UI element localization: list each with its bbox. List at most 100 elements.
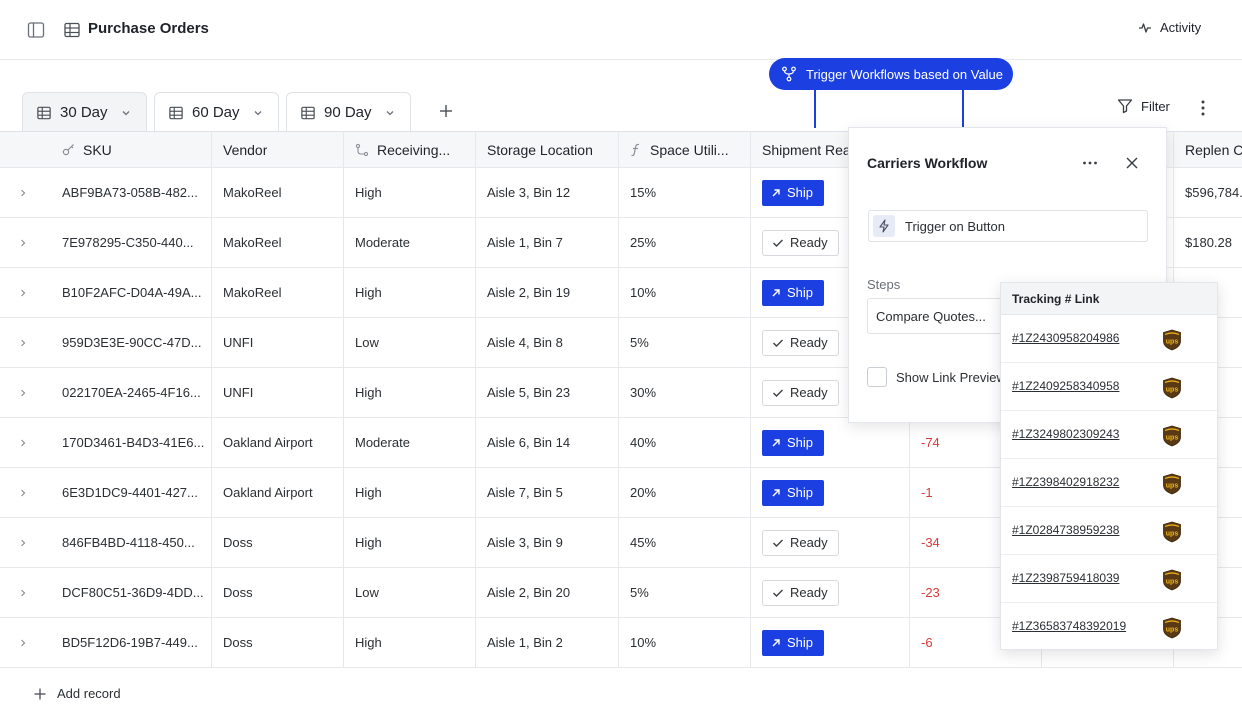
trigger-workflows-label: Trigger Workflows based on Value: [806, 66, 1004, 82]
ready-button[interactable]: Ready: [762, 229, 839, 256]
check-icon: [772, 588, 784, 598]
expand-row-icon[interactable]: [19, 268, 27, 317]
expand-row-icon[interactable]: [19, 568, 27, 617]
cell-shipment: Ship: [762, 268, 825, 317]
table-row[interactable]: 959D3E3E-90CC-47D... UNFI Low Aisle 4, Bin …: [0, 318, 1242, 368]
cell-storage: Aisle 1, Bin 2: [487, 635, 563, 650]
ship-button[interactable]: Ship: [762, 479, 825, 506]
chevron-down-icon: [386, 110, 393, 115]
column-header-replen[interactable]: Replen C: [1185, 132, 1242, 167]
cell-shipment: Ship: [762, 418, 825, 467]
cell-storage: Aisle 4, Bin 8: [487, 335, 563, 350]
ready-button[interactable]: Ready: [762, 379, 839, 406]
trigger-workflows-pill[interactable]: Trigger Workflows based on Value: [769, 58, 1013, 90]
key-icon: [62, 144, 74, 156]
arrow-up-right-icon: [771, 638, 781, 648]
column-divider: [211, 131, 212, 668]
sidebar-toggle-icon[interactable]: [27, 21, 45, 39]
cell-replen: $596,784.: [1185, 185, 1242, 200]
tracking-link[interactable]: #1Z3249802309243: [1012, 427, 1120, 441]
cell-vendor: MakoReel: [223, 185, 282, 200]
formula-icon: [631, 143, 640, 156]
tracking-row: #1Z3249802309243 ups: [1001, 411, 1217, 459]
table-icon: [37, 106, 51, 119]
show-link-preview-label: Show Link Preview: [896, 369, 1006, 385]
ups-icon: ups: [1162, 617, 1182, 644]
cell-receiving: High: [355, 385, 382, 400]
check-icon: [772, 238, 784, 248]
ready-label: Ready: [790, 385, 828, 400]
column-header-space[interactable]: Space Utili...: [630, 132, 729, 167]
ready-label: Ready: [790, 585, 828, 600]
tracking-header: Tracking # Link: [1001, 283, 1217, 315]
tracking-link-dropdown: Tracking # Link #1Z2430958204986 ups #1Z24…: [1000, 282, 1218, 650]
ship-label: Ship: [787, 185, 814, 200]
workflow-icon: [782, 66, 796, 82]
step-compare-quotes[interactable]: Compare Quotes...: [867, 298, 1007, 334]
expand-row-icon[interactable]: [19, 368, 27, 417]
expand-row-icon[interactable]: [19, 518, 27, 567]
cell-vendor: MakoReel: [223, 235, 282, 250]
connector-line: [814, 90, 816, 128]
ready-button[interactable]: Ready: [762, 329, 839, 356]
cell-shipment: Ship: [762, 618, 825, 667]
trigger-label: Trigger on Button: [905, 218, 1005, 234]
app-header: Purchase Orders Activity: [0, 0, 1242, 60]
tracking-link[interactable]: #1Z2430958204986: [1012, 331, 1120, 345]
arrow-up-right-icon: [771, 438, 781, 448]
tab-30-day[interactable]: 30 Day: [22, 92, 147, 132]
expand-row-icon[interactable]: [19, 168, 27, 217]
table-row[interactable]: 7E978295-C350-440... MakoReel Moderate Aisl…: [0, 218, 1242, 268]
panel-title: Carriers Workflow: [867, 155, 988, 171]
trigger-on-button-field[interactable]: Trigger on Button: [868, 210, 1148, 242]
column-header-storage[interactable]: Storage Location: [487, 132, 593, 167]
cell-storage: Aisle 3, Bin 9: [487, 535, 563, 550]
table-row[interactable]: 6E3D1DC9-4401-427... Oakland Airport High A…: [0, 468, 1242, 518]
column-label: Receiving...: [377, 141, 451, 158]
checkbox[interactable]: [867, 367, 887, 387]
column-header-vendor[interactable]: Vendor: [223, 132, 267, 167]
add-record-button[interactable]: Add record: [33, 686, 121, 701]
cell-sku: DCF80C51-36D9-4DD...: [62, 585, 204, 600]
cell-delta: -74: [921, 435, 940, 450]
ready-label: Ready: [790, 535, 828, 550]
expand-row-icon[interactable]: [19, 468, 27, 517]
expand-row-icon[interactable]: [19, 418, 27, 467]
ship-button[interactable]: Ship: [762, 179, 825, 206]
column-header-sku[interactable]: SKU: [62, 132, 112, 167]
more-horizontal-icon[interactable]: [1081, 154, 1099, 172]
svg-text:ups: ups: [1166, 339, 1179, 346]
cell-sku: 6E3D1DC9-4401-427...: [62, 485, 198, 500]
filter-button[interactable]: Filter: [1117, 98, 1170, 114]
table-row[interactable]: 022170EA-2465-4F16... UNFI High Aisle 5, Bi…: [0, 368, 1242, 418]
tracking-link[interactable]: #1Z2398402918232: [1012, 475, 1120, 489]
expand-row-icon[interactable]: [19, 618, 27, 667]
tab-90-day[interactable]: 90 Day: [286, 92, 411, 132]
tracking-link[interactable]: #1Z2409258340958: [1012, 379, 1120, 393]
cell-storage: Aisle 1, Bin 7: [487, 235, 563, 250]
ship-button[interactable]: Ship: [762, 429, 825, 456]
close-icon[interactable]: [1124, 155, 1140, 171]
carriers-workflow-panel: Carriers Workflow Trigger on Button Step…: [848, 127, 1167, 423]
ready-button[interactable]: Ready: [762, 529, 839, 556]
ship-button[interactable]: Ship: [762, 629, 825, 656]
add-tab-icon[interactable]: [436, 101, 456, 121]
activity-button[interactable]: Activity: [1138, 20, 1201, 35]
expand-row-icon[interactable]: [19, 218, 27, 267]
ready-button[interactable]: Ready: [762, 579, 839, 606]
tracking-link[interactable]: #1Z2398759418039: [1012, 571, 1120, 585]
table-row[interactable]: B10F2AFC-D04A-49A... MakoReel High Aisle 2,…: [0, 268, 1242, 318]
expand-row-icon[interactable]: [19, 318, 27, 367]
ship-button[interactable]: Ship: [762, 279, 825, 306]
table-row[interactable]: 846FB4BD-4118-450... Doss High Aisle 3, Bin…: [0, 518, 1242, 568]
tracking-row: #1Z2398402918232 ups: [1001, 459, 1217, 507]
tracking-link[interactable]: #1Z0284738959238: [1012, 523, 1120, 537]
column-header-receiving[interactable]: Receiving...: [355, 132, 450, 167]
tracking-link[interactable]: #1Z36583748392019: [1012, 619, 1127, 633]
tab-60-day[interactable]: 60 Day: [154, 92, 279, 132]
column-header-shipment[interactable]: Shipment Rea: [762, 132, 851, 167]
table-row[interactable]: ABF9BA73-058B-482... MakoReel High Aisle 3,…: [0, 168, 1242, 218]
cell-delta: -23: [921, 585, 940, 600]
more-options-icon[interactable]: [1194, 98, 1212, 118]
show-link-preview-checkbox[interactable]: Show Link Preview: [867, 367, 1006, 387]
